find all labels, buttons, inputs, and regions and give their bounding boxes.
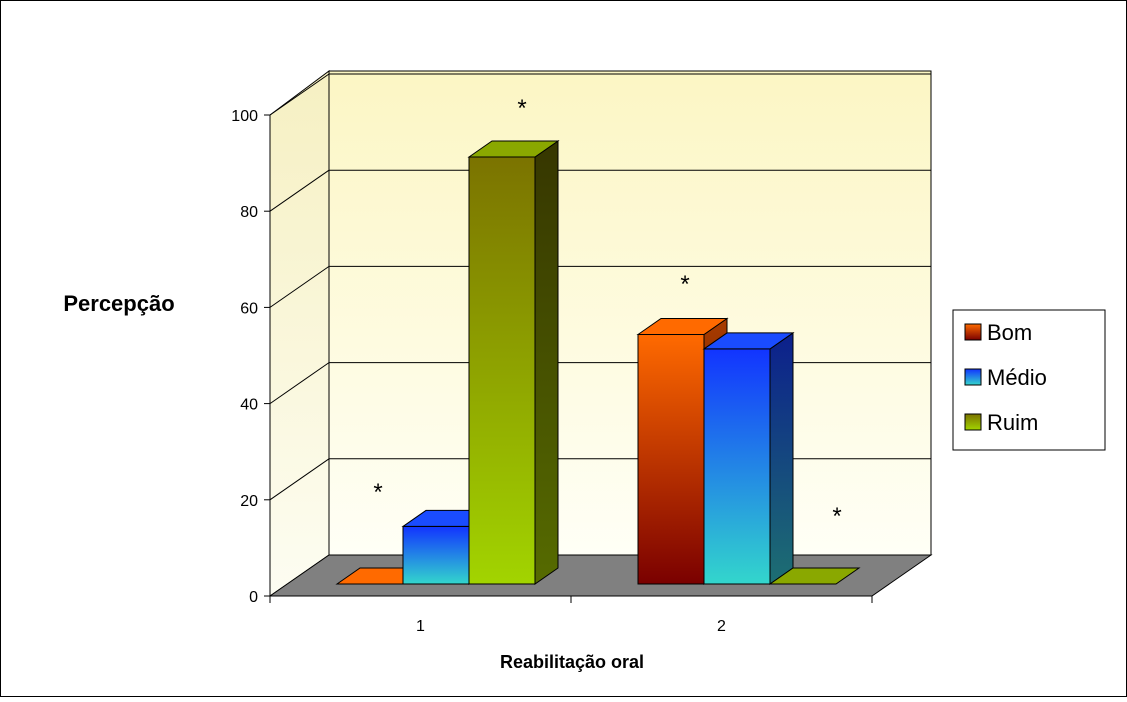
y-tick-label: 100 xyxy=(231,108,258,125)
legend-swatch xyxy=(964,323,982,341)
gridline-side xyxy=(269,73,330,116)
gridline-side xyxy=(269,458,330,501)
gridline-side xyxy=(269,362,330,405)
x-axis-title: Reabilitação oral xyxy=(500,652,644,672)
legend-label: Médio xyxy=(987,365,1047,390)
annotation-asterisk: * xyxy=(832,503,841,530)
legend-item-médio: Médio xyxy=(964,365,1047,390)
legend-item-bom: Bom xyxy=(964,320,1032,345)
bar-top xyxy=(636,318,729,336)
gridline-side xyxy=(269,169,330,212)
y-tick-label: 60 xyxy=(240,300,258,317)
bar-top xyxy=(467,140,560,158)
legend-swatch xyxy=(964,413,982,431)
gridline-side xyxy=(269,265,330,308)
x-tick-label: 2 xyxy=(717,618,726,635)
bar-top xyxy=(702,332,795,350)
y-tick-label: 20 xyxy=(240,493,258,510)
bar-front xyxy=(637,334,705,585)
y-axis-ticks: 0 20 40 60 80 100 xyxy=(231,108,270,606)
annotation-asterisk: * xyxy=(373,479,382,506)
bar-front xyxy=(703,348,771,585)
bar-side xyxy=(534,140,559,585)
bar-top xyxy=(768,567,861,585)
legend-label: Ruim xyxy=(987,410,1038,435)
bar-ruim-1 xyxy=(467,140,560,585)
bar-ruim-2 xyxy=(768,567,861,585)
gridlines xyxy=(269,73,931,501)
y-tick-label: 0 xyxy=(249,589,258,606)
legend-item-ruim: Ruim xyxy=(964,410,1038,435)
bar-médio-2 xyxy=(702,331,795,585)
legend-label: Bom xyxy=(987,320,1032,345)
annotation-asterisk: * xyxy=(680,271,689,298)
legend-swatch xyxy=(964,368,982,386)
y-tick-label: 80 xyxy=(240,204,258,221)
bar-front xyxy=(468,156,536,585)
plot-back-wall xyxy=(328,70,932,556)
y-axis-title: Percepção xyxy=(63,291,174,316)
x-tick-label: 1 xyxy=(416,618,425,635)
annotation-asterisk: * xyxy=(517,95,526,122)
bar-side xyxy=(769,331,794,585)
y-tick-label: 40 xyxy=(240,397,258,414)
bars xyxy=(335,140,861,585)
plot-side-wall xyxy=(269,70,330,597)
legend: Bom Médio Ruim xyxy=(964,320,1047,435)
bar-front xyxy=(402,525,470,585)
annotations: * * * * xyxy=(373,95,841,530)
